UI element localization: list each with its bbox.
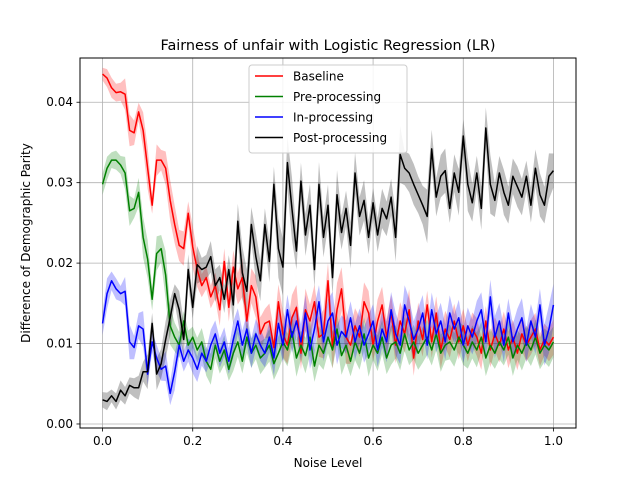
legend-label: Baseline: [293, 70, 344, 84]
x-tick-label: 0.2: [183, 434, 202, 448]
y-axis-ticks: 0.00 0.01 0.02 0.03 0.04: [46, 95, 80, 431]
legend: Baseline Pre-processing In-processing Post-…: [248, 64, 408, 154]
y-tick-label: 0.04: [46, 95, 73, 109]
x-tick-label: 0.4: [273, 434, 292, 448]
x-tick-label: 0.6: [364, 434, 383, 448]
chart-title: Fairness of unfair with Logistic Regress…: [160, 38, 495, 54]
legend-label: Post-processing: [293, 131, 387, 145]
y-tick-label: 0.01: [46, 337, 73, 351]
series-lines: [101, 73, 555, 403]
y-axis-label: Difference of Demographic Parity: [19, 143, 33, 343]
y-tick-label: 0.00: [46, 417, 73, 431]
legend-box: [248, 64, 408, 154]
line-pre-processing: [101, 159, 555, 371]
band-baseline: [102, 67, 554, 376]
x-tick-label: 0.8: [454, 434, 473, 448]
line-baseline: [102, 73, 555, 359]
band-post-processing: [102, 107, 554, 411]
line-in-processing: [101, 280, 555, 395]
y-tick-label: 0.03: [46, 176, 73, 190]
plot-frame: [79, 57, 577, 429]
x-tick-label: 0.0: [93, 434, 112, 448]
x-axis-ticks: 0.0 0.2 0.4 0.6 0.8 1.0: [93, 428, 563, 448]
x-tick-label: 1.0: [544, 434, 563, 448]
y-tick-label: 0.02: [46, 256, 73, 270]
x-axis-label: Noise Level: [294, 456, 363, 470]
legend-label: Pre-processing: [293, 90, 381, 104]
line-post-processing: [102, 127, 555, 403]
legend-label: In-processing: [293, 111, 373, 125]
